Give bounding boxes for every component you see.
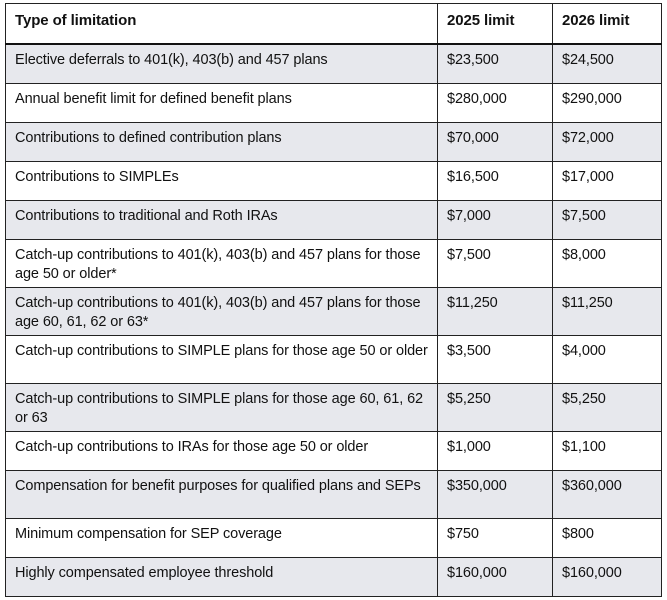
limit-cell: $350,000: [437, 470, 553, 519]
limit-cell: $1,100: [552, 431, 662, 471]
limit-cell: $160,000: [552, 557, 662, 597]
limit-cell: $23,500: [437, 43, 553, 84]
table-body: Elective deferrals to 401(k), 403(b) and…: [5, 43, 662, 597]
limit-cell: $16,500: [437, 161, 553, 201]
limit-cell: $280,000: [437, 83, 553, 123]
limit-cell: $24,500: [552, 43, 662, 84]
limitation-cell: Minimum compensation for SEP coverage: [5, 518, 438, 558]
header-cell: Type of limitation: [5, 3, 438, 45]
limit-cell: $800: [552, 518, 662, 558]
limitation-cell: Highly compensated employee threshold: [5, 557, 438, 597]
limit-cell: $160,000: [437, 557, 553, 597]
header-cell: 2025 limit: [437, 3, 553, 45]
limit-cell: $8,000: [552, 239, 662, 288]
limit-cell: $3,500: [437, 335, 553, 384]
table-row: Catch-up contributions to 401(k), 403(b)…: [5, 287, 662, 336]
limit-cell: $7,500: [437, 239, 553, 288]
limitation-cell: Contributions to defined contribution pl…: [5, 122, 438, 162]
table-row: Contributions to traditional and Roth IR…: [5, 200, 662, 240]
header-cell: 2026 limit: [552, 3, 662, 45]
table-row: Contributions to defined contribution pl…: [5, 122, 662, 162]
limitation-cell: Catch-up contributions to SIMPLE plans f…: [5, 383, 438, 432]
limits-table: Type of limitation 2025 limit 2026 limit E…: [5, 3, 662, 597]
table-row: Catch-up contributions to SIMPLE plans f…: [5, 383, 662, 432]
limitation-cell: Catch-up contributions to 401(k), 403(b)…: [5, 239, 438, 288]
limit-cell: $1,000: [437, 431, 553, 471]
table-row: Catch-up contributions to SIMPLE plans f…: [5, 335, 662, 384]
limit-cell: $5,250: [437, 383, 553, 432]
limitation-cell: Annual benefit limit for defined benefit…: [5, 83, 438, 123]
limit-cell: $4,000: [552, 335, 662, 384]
limit-cell: $290,000: [552, 83, 662, 123]
limitation-cell: Contributions to traditional and Roth IR…: [5, 200, 438, 240]
limit-cell: $11,250: [552, 287, 662, 336]
limit-cell: $750: [437, 518, 553, 558]
limit-cell: $7,500: [552, 200, 662, 240]
table-row: Annual benefit limit for defined benefit…: [5, 83, 662, 123]
table-row: Elective deferrals to 401(k), 403(b) and…: [5, 43, 662, 84]
table-row: Contributions to SIMPLEs $16,500 $17,000: [5, 161, 662, 201]
limit-cell: $5,250: [552, 383, 662, 432]
limit-cell: $17,000: [552, 161, 662, 201]
limitation-cell: Catch-up contributions to IRAs for those…: [5, 431, 438, 471]
limitation-cell: Compensation for benefit purposes for qu…: [5, 470, 438, 519]
limit-cell: $72,000: [552, 122, 662, 162]
table-row: Minimum compensation for SEP coverage $75…: [5, 518, 662, 558]
limitation-cell: Catch-up contributions to SIMPLE plans f…: [5, 335, 438, 384]
table-row: Catch-up contributions to 401(k), 403(b)…: [5, 239, 662, 288]
header-row: Type of limitation 2025 limit 2026 limit: [5, 3, 662, 45]
limitation-cell: Elective deferrals to 401(k), 403(b) and…: [5, 43, 438, 84]
table-row: Catch-up contributions to IRAs for those…: [5, 431, 662, 471]
table-header: Type of limitation 2025 limit 2026 limit: [5, 3, 662, 45]
limit-cell: $7,000: [437, 200, 553, 240]
limitation-cell: Catch-up contributions to 401(k), 403(b)…: [5, 287, 438, 336]
limit-cell: $70,000: [437, 122, 553, 162]
table-row: Compensation for benefit purposes for qu…: [5, 470, 662, 519]
table-row: Highly compensated employee threshold $16…: [5, 557, 662, 597]
limit-cell: $11,250: [437, 287, 553, 336]
limitation-cell: Contributions to SIMPLEs: [5, 161, 438, 201]
limit-cell: $360,000: [552, 470, 662, 519]
